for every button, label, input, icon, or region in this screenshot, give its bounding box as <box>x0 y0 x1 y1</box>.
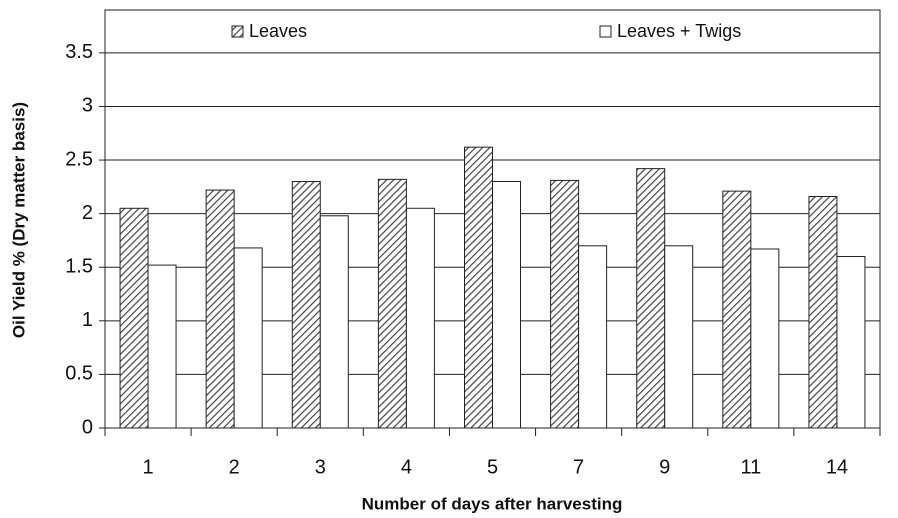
bar <box>147 264 177 429</box>
bar <box>664 245 694 429</box>
legend-label: Leaves + Twigs <box>617 21 741 41</box>
bar <box>205 189 235 429</box>
x-tick-label: 1 <box>142 456 153 478</box>
bar <box>722 190 752 429</box>
legend-swatch <box>231 25 244 38</box>
bar <box>405 207 435 429</box>
x-tick-label: 14 <box>826 456 848 478</box>
x-tick-label: 5 <box>487 456 498 478</box>
bar <box>377 178 407 429</box>
bar <box>291 180 321 429</box>
bar <box>578 245 608 429</box>
bar <box>464 146 493 429</box>
bar <box>636 168 666 429</box>
y-tick-label: 2.5 <box>65 148 93 170</box>
legend-label: Leaves <box>249 21 307 41</box>
bar <box>119 207 149 429</box>
y-tick-label: 1 <box>82 309 93 331</box>
y-tick-label: 0.5 <box>65 363 93 385</box>
bar <box>492 180 521 429</box>
x-tick-label: 2 <box>229 456 240 478</box>
y-tick-label: 0 <box>82 416 93 438</box>
y-tick-label: 1.5 <box>65 256 93 278</box>
x-tick-label: 9 <box>659 456 670 478</box>
x-axis-title: Number of days after harvesting <box>362 494 623 513</box>
y-tick-label: 3.5 <box>65 41 93 63</box>
y-tick-label: 3 <box>82 95 93 117</box>
bar <box>750 248 780 429</box>
x-tick-label: 7 <box>573 456 584 478</box>
bar <box>836 256 866 429</box>
legend-swatch <box>599 25 612 38</box>
y-tick-label: 2 <box>82 202 93 224</box>
y-axis-title: Oil Yield % (Dry matter basis) <box>9 102 28 338</box>
bar <box>319 215 349 429</box>
x-tick-label: 11 <box>740 456 761 478</box>
x-tick-label: 4 <box>401 456 412 478</box>
bar <box>233 247 263 429</box>
bar <box>808 195 838 429</box>
x-tick-label: 3 <box>315 456 326 478</box>
bar <box>550 179 580 429</box>
